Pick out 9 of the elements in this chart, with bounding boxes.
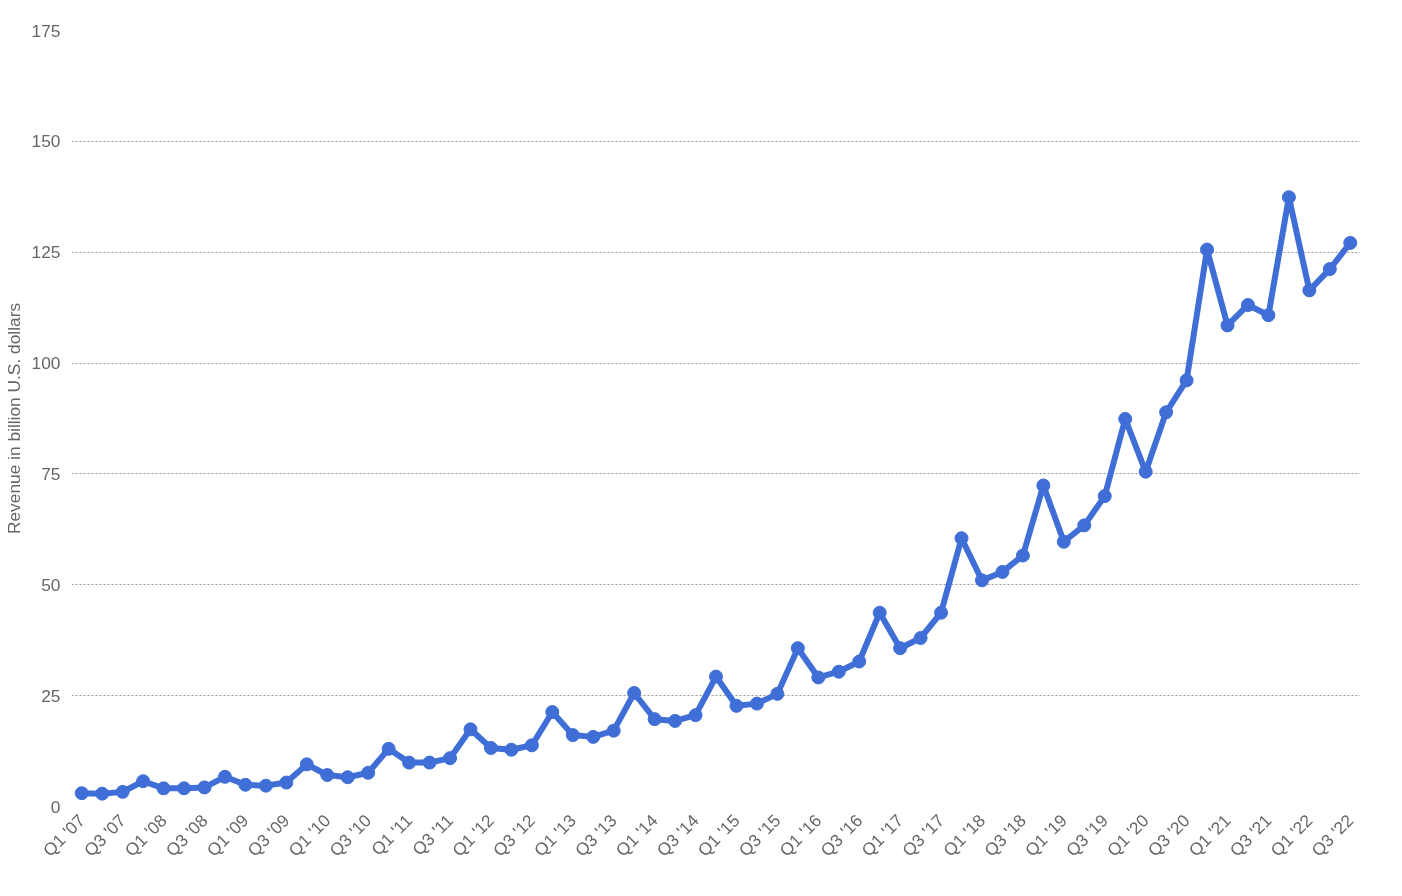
y-tick-label: 100 [31,353,61,374]
y-tick-label: 0 [50,796,61,817]
y-axis-title: Revenue in billion U.S. dollars [3,302,24,535]
y-tick-label: 125 [31,242,61,263]
y-tick-label: 50 [41,574,61,595]
y-tick-label: 175 [31,20,61,41]
y-tick-label: 75 [41,463,61,484]
y-tick-label: 150 [31,131,61,152]
y-tick-label: 25 [41,685,61,706]
